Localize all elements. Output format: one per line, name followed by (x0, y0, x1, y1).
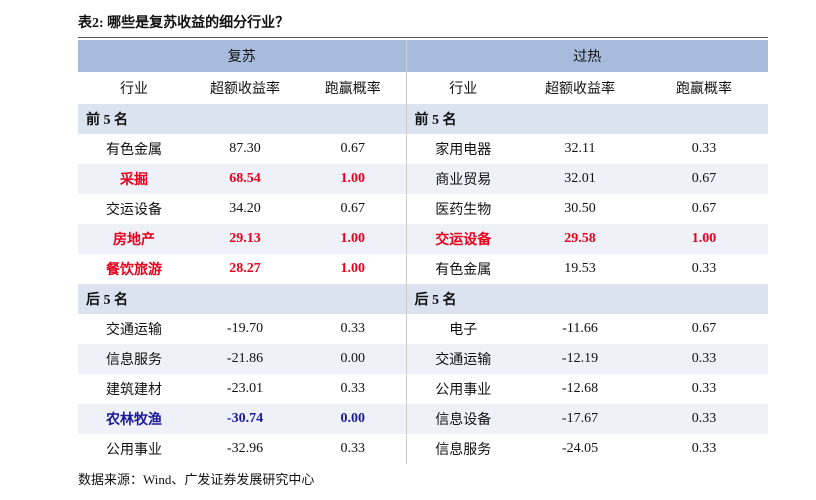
industry-cell: 交运设备 (106, 203, 162, 218)
data-row: 餐饮旅游 28.27 1.00 有色金属 19.53 0.33 (78, 254, 768, 284)
industry-cell: 公用事业 (405, 374, 520, 404)
source-note: 数据来源：Wind、广发证券发展研究中心 (78, 472, 315, 487)
value-cell: 0.33 (691, 381, 717, 396)
column-header: 行业 (405, 72, 520, 104)
data-row: 有色金属 87.30 0.67 家用电器 32.11 0.33 (78, 134, 768, 164)
value-cell: 0.33 (691, 441, 717, 456)
column-header: 跑赢概率 (676, 82, 732, 97)
industry-cell: 信息服务 (405, 434, 520, 464)
industry-cell: 信息服务 (78, 344, 190, 374)
industry-cell: 建筑建材 (106, 383, 162, 398)
value-cell: 0.33 (691, 261, 717, 276)
section-label: 前 5 名 (78, 104, 406, 134)
value-cell: 29.58 (520, 224, 640, 254)
column-header: 行业 (120, 82, 148, 97)
industry-cell: 公用事业 (106, 443, 162, 458)
value-cell: 32.01 (520, 164, 640, 194)
industry-cell: 交运设备 (405, 224, 520, 254)
value-cell: 0.67 (340, 201, 366, 216)
value-cell: 28.27 (229, 261, 261, 276)
value-cell: 0.33 (340, 441, 366, 456)
value-cell: -17.67 (520, 404, 640, 434)
data-row: 农林牧渔 -30.74 0.00 信息设备 -17.67 0.33 (78, 404, 768, 434)
value-cell: 30.50 (564, 201, 596, 216)
value-cell: -23.01 (226, 381, 264, 396)
industry-cell: 农林牧渔 (78, 404, 190, 434)
industry-cell: 采掘 (78, 164, 190, 194)
table-title: 表2: 哪些是复苏收益的细分行业？ (78, 16, 290, 31)
value-cell: -30.74 (190, 404, 300, 434)
value-cell: 0.33 (691, 141, 717, 156)
group-header-row: 复苏 过热 (78, 40, 768, 72)
section-label: 后 5 名 (78, 284, 406, 314)
data-row: 信息服务 -21.86 0.00 交通运输 -12.19 0.33 (78, 344, 768, 374)
value-cell: 0.33 (340, 381, 366, 396)
industry-cell: 信息设备 (405, 404, 520, 434)
industry-cell: 医药生物 (405, 194, 520, 224)
data-row: 房地产 29.13 1.00 交运设备 29.58 1.00 (78, 224, 768, 254)
data-row: 交运设备 34.20 0.67 医药生物 30.50 0.67 (78, 194, 768, 224)
column-header: 超额收益率 (545, 82, 615, 97)
data-row: 交通运输 -19.70 0.33 电子 -11.66 0.67 (78, 314, 768, 344)
value-cell: 0.00 (300, 404, 406, 434)
title-rule (78, 37, 768, 38)
column-header: 跑赢概率 (324, 82, 381, 97)
value-cell: 0.67 (691, 321, 717, 336)
table-body: 复苏 过热 行业 超额收益率 跑赢概率 行业 超额收益率 跑赢概率前 5 名前 5 名有色金属… (78, 40, 768, 464)
section-label: 后 5 名 (405, 284, 768, 314)
table: 复苏 过热 行业 超额收益率 跑赢概率 行业 超额收益率 跑赢概率前 5 名前 5 名有色金属… (78, 40, 768, 464)
value-cell: 32.11 (564, 141, 596, 156)
value-cell: 1.00 (300, 164, 406, 194)
value-cell: 0.33 (640, 344, 768, 374)
value-cell: -12.68 (561, 381, 599, 396)
data-row: 建筑建材 -23.01 0.33 公用事业 -12.68 0.33 (78, 374, 768, 404)
value-cell: 87.30 (229, 141, 261, 156)
value-cell: 1.00 (340, 261, 366, 276)
value-cell: 34.20 (229, 201, 261, 216)
industry-cell: 电子 (405, 314, 520, 344)
value-cell: -19.70 (226, 321, 264, 336)
group-header: 复苏 (78, 40, 406, 72)
value-cell: 0.67 (640, 164, 768, 194)
value-cell: 29.13 (190, 224, 300, 254)
value-cell: -11.66 (562, 321, 598, 336)
industry-cell: 交通运输 (405, 344, 520, 374)
industry-cell: 餐饮旅游 (106, 263, 162, 278)
value-cell: 0.33 (640, 404, 768, 434)
section-row: 前 5 名前 5 名 (78, 104, 768, 134)
value-cell: 1.00 (300, 224, 406, 254)
industry-cell: 有色金属 (106, 143, 162, 158)
value-cell: 68.54 (190, 164, 300, 194)
value-cell: -12.19 (520, 344, 640, 374)
industry-cell: 家用电器 (405, 134, 520, 164)
value-cell: -24.05 (561, 441, 599, 456)
value-cell: 1.00 (640, 224, 768, 254)
section-row: 后 5 名后 5 名 (78, 284, 768, 314)
value-cell: 0.33 (340, 321, 366, 336)
data-row: 采掘 68.54 1.00 商业贸易 32.01 0.67 (78, 164, 768, 194)
column-header: 超额收益率 (210, 82, 280, 97)
value-cell: 0.67 (340, 141, 366, 156)
value-cell: 0.00 (300, 344, 406, 374)
value-cell: -32.96 (226, 441, 264, 456)
value-cell: 0.67 (691, 201, 717, 216)
industry-cell: 商业贸易 (405, 164, 520, 194)
value-cell: 19.53 (564, 261, 596, 276)
group-header: 过热 (405, 40, 768, 72)
value-cell: -21.86 (190, 344, 300, 374)
column-header-row: 行业 超额收益率 跑赢概率 行业 超额收益率 跑赢概率 (78, 72, 768, 104)
section-label: 前 5 名 (405, 104, 768, 134)
industry-cell: 房地产 (78, 224, 190, 254)
industry-cell: 交通运输 (106, 323, 162, 338)
data-row: 公用事业 -32.96 0.33 信息服务 -24.05 0.33 (78, 434, 768, 464)
industry-cell: 有色金属 (405, 254, 520, 284)
